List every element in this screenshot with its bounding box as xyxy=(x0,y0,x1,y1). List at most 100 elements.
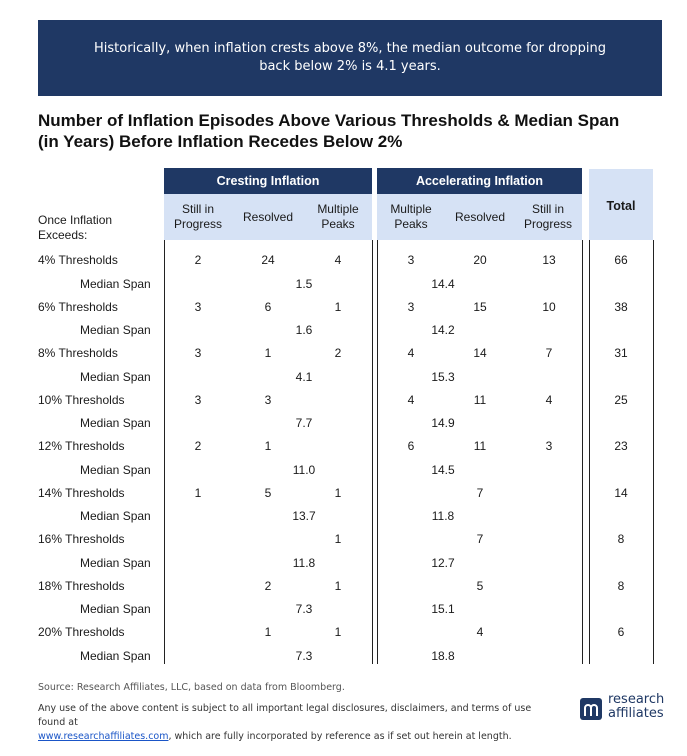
accelerating-cell: 5 xyxy=(476,578,484,593)
row-header-label: Once Inflation Exceeds: xyxy=(38,213,113,242)
cresting-cell xyxy=(248,531,288,547)
cresting-median-span: 1.5 xyxy=(295,276,313,291)
disclaimer: Any use of the above content is subject … xyxy=(38,702,558,744)
cresting-cell: 24 xyxy=(261,253,275,267)
accelerating-median-span: 14.4 xyxy=(431,276,455,291)
accelerating-cell: 11 xyxy=(473,392,487,407)
accelerating-cell xyxy=(391,578,431,594)
cresting-cell: 3 xyxy=(194,346,202,360)
accelerating-cell xyxy=(529,531,569,547)
total-cell: 31 xyxy=(614,346,628,360)
cresting-cell: 5 xyxy=(264,485,272,500)
median-span-label: Median Span xyxy=(80,555,151,570)
headline-banner: Historically, when inflation crests abov… xyxy=(38,20,662,96)
accelerating-cell: 4 xyxy=(407,346,415,360)
col-header-accelerating-multiple-peaks: Multiple Peaks xyxy=(390,202,432,231)
title-line-1: Number of Inflation Episodes Above Vario… xyxy=(38,111,620,130)
accelerating-cell: 3 xyxy=(545,439,553,453)
title-line-2: (in Years) Before Inflation Recedes Belo… xyxy=(38,132,403,151)
accelerating-cell xyxy=(529,624,569,640)
accelerating-median-span: 14.9 xyxy=(431,416,455,430)
accelerating-median-span: 14.5 xyxy=(431,462,455,477)
accelerating-cell: 3 xyxy=(407,299,415,314)
accelerating-median-span: 15.1 xyxy=(431,602,455,616)
cresting-median-span: 1.6 xyxy=(295,323,313,337)
cresting-cell: 1 xyxy=(194,485,202,500)
accelerating-cell: 13 xyxy=(542,253,556,267)
cresting-cell: 1 xyxy=(334,485,342,500)
banner-line-1: Historically, when inflation crests abov… xyxy=(93,41,606,56)
banner-line-2: back below 2% is 4.1 years. xyxy=(259,59,441,74)
accelerating-median-span: 15.3 xyxy=(431,369,455,384)
cresting-cell xyxy=(178,578,218,594)
group-header-accelerating: Accelerating Inflation xyxy=(377,168,582,195)
median-span-label: Median Span xyxy=(80,509,151,523)
accelerating-median-span: 18.8 xyxy=(431,648,455,663)
cresting-cell: 1 xyxy=(334,299,342,314)
accelerating-cell: 7 xyxy=(476,485,484,500)
logo-word-2: affiliates xyxy=(608,706,664,721)
cresting-cell xyxy=(318,438,358,454)
threshold-row-label: 20% Thresholds xyxy=(38,625,125,639)
accelerating-median-span: 11.8 xyxy=(431,509,455,523)
website-link[interactable]: www.researchaffiliates.com xyxy=(38,731,169,742)
median-span-label: Median Span xyxy=(80,462,151,477)
total-cell: 6 xyxy=(617,625,625,639)
cresting-median-span: 7.7 xyxy=(295,416,313,430)
accelerating-cell xyxy=(529,578,569,594)
rule-cresting-right xyxy=(372,240,373,664)
total-header: Total xyxy=(589,169,653,240)
total-cell: 66 xyxy=(614,253,628,267)
cresting-median-span: 11.8 xyxy=(292,555,316,570)
accelerating-subheader-band xyxy=(377,194,582,240)
group-header-cresting: Cresting Inflation xyxy=(164,168,372,195)
accelerating-median-span: 14.2 xyxy=(431,323,455,337)
cresting-cell: 1 xyxy=(264,625,272,639)
threshold-row-label: 18% Thresholds xyxy=(38,578,125,593)
total-cell: 23 xyxy=(614,439,628,453)
accelerating-cell xyxy=(391,624,431,640)
cresting-median-span: 13.7 xyxy=(292,509,316,523)
accelerating-median-span: 12.7 xyxy=(431,555,455,570)
cresting-cell: 1 xyxy=(334,532,342,546)
disclaimer-line-1: Any use of the above content is subject … xyxy=(38,703,532,728)
rule-accelerating-right xyxy=(582,240,583,664)
median-span-label: Median Span xyxy=(80,648,151,663)
cresting-cell: 1 xyxy=(264,439,272,453)
accelerating-cell: 15 xyxy=(473,299,487,314)
accelerating-cell: 6 xyxy=(407,439,415,453)
accelerating-cell: 14 xyxy=(473,346,487,360)
cresting-cell: 1 xyxy=(334,625,342,639)
cresting-cell xyxy=(178,531,218,547)
source-note: Source: Research Affiliates, LLC, based … xyxy=(38,682,345,693)
accelerating-cell: 4 xyxy=(476,625,484,639)
cresting-median-span: 7.3 xyxy=(295,602,313,616)
threshold-row-label: 10% Thresholds xyxy=(38,392,125,407)
cresting-median-span: 11.0 xyxy=(292,462,316,477)
total-cell: 14 xyxy=(614,485,628,500)
cresting-cell xyxy=(318,392,358,408)
disclaimer-line-2: , which are fully incorporated by refere… xyxy=(168,731,512,742)
col-header-accelerating-resolved: Resolved xyxy=(454,209,506,224)
total-cell: 8 xyxy=(617,532,625,546)
accelerating-cell: 10 xyxy=(542,299,556,314)
logo-mark-icon xyxy=(580,698,602,720)
median-span-label: Median Span xyxy=(80,323,151,337)
cresting-cell: 1 xyxy=(334,578,342,593)
research-affiliates-logo: research affiliates xyxy=(580,690,670,726)
median-span-label: Median Span xyxy=(80,369,151,384)
threshold-row-label: 16% Thresholds xyxy=(38,532,125,546)
cresting-cell: 2 xyxy=(334,346,342,360)
median-span-label: Median Span xyxy=(80,416,151,430)
median-span-label: Median Span xyxy=(80,602,151,616)
accelerating-cell: 7 xyxy=(545,346,553,360)
total-cell: 25 xyxy=(614,392,628,407)
threshold-row-label: 4% Thresholds xyxy=(38,253,118,267)
cresting-cell: 2 xyxy=(264,578,272,593)
cresting-cell: 3 xyxy=(194,392,202,407)
total-cell: 38 xyxy=(614,299,628,314)
col-header-cresting-resolved: Resolved xyxy=(242,209,294,224)
cresting-median-span: 4.1 xyxy=(295,369,313,384)
accelerating-cell: 4 xyxy=(545,392,553,407)
accelerating-cell xyxy=(391,485,431,501)
